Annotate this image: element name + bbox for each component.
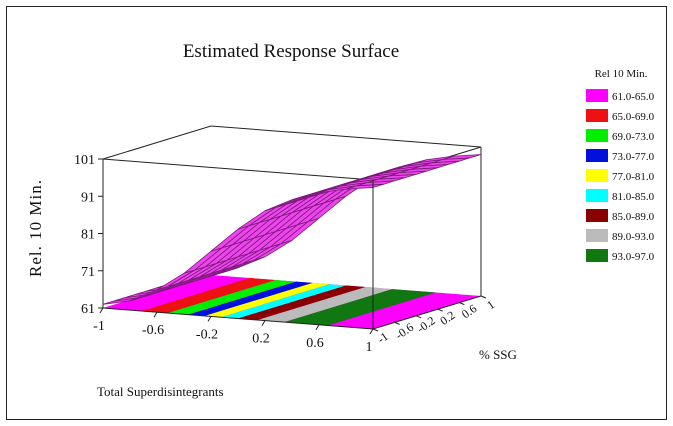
contour-band [167,280,297,315]
surface-cell [443,154,482,160]
legend: Rel 10 Min. 61.0-65.0 65.0-69.0 69.0-73.0 7… [586,68,655,263]
y-axis-label: % SSG [479,347,517,362]
x-tick-label: 1 [366,340,373,355]
chart-frame: Estimated Response Surface 61 71 81 91 101 -… [6,6,667,420]
response-surface-chart: Estimated Response Surface 61 71 81 91 101 -… [26,41,655,399]
legend-label: 61.0-65.0 [612,91,655,103]
y-tick-mark [416,315,422,319]
z-tick-label: 71 [81,265,95,280]
y-tick-label: -1 [375,329,391,346]
legend-label: 77.0-81.0 [612,171,655,183]
x-tick-mark [261,320,266,326]
chart-title: Estimated Response Surface [183,41,399,62]
z-tick-label: 91 [81,190,95,205]
legend-swatch [586,89,608,102]
contour-band [141,278,276,313]
x-tick-mark [369,328,374,335]
x-tick-label: -0.6 [142,323,164,338]
contour-band [188,281,313,316]
z-axis-label: Rel. 10 Min. [26,179,45,277]
y-tick-mark [459,302,465,306]
x-tick-label: 0.2 [252,332,270,347]
y-tick-mark [372,328,379,332]
box-edge [102,307,374,330]
legend-swatch [586,229,608,242]
legend-label: 85.0-89.0 [612,211,655,223]
y-tick-mark [437,308,443,312]
legend-swatch [586,189,608,202]
box-edge [102,125,212,160]
legend-swatch [586,209,608,222]
legend-swatch [586,129,608,142]
box-edge [210,125,482,148]
box-edge [372,295,482,330]
x-axis-ticks: -1 -0.6 -0.2 0.2 0.6 1 [93,307,374,355]
contour-band [221,284,346,319]
y-tick-mark [480,295,487,299]
z-axis-ticks: 61 71 81 91 101 [74,153,103,317]
y-tick-label: 0.6 [459,301,479,321]
contour-band [257,287,393,323]
x-tick-mark [207,316,212,322]
legend-label: 69.0-73.0 [612,131,655,143]
y-tick-label: 1 [484,297,497,312]
z-tick-label: 101 [74,153,95,168]
z-tick-label: 61 [81,302,95,317]
x-tick-mark [153,311,158,318]
x-tick-mark [315,324,320,331]
contour-band [238,285,366,320]
legend-swatch [586,149,608,162]
legend-title: Rel 10 Min. [595,68,648,80]
legend-swatch [586,169,608,182]
z-tick-label: 81 [81,228,95,243]
x-tick-label: -1 [93,319,105,334]
surface-mesh [102,154,482,305]
contour-band [204,282,330,318]
legend-label: 93.0-97.0 [612,251,655,263]
legend-label: 81.0-85.0 [612,191,655,203]
x-axis-label: Total Superdisintegrants [97,384,224,399]
x-tick-label: -0.2 [196,327,218,342]
y-tick-mark [394,321,400,325]
plot-box-front [102,180,482,330]
x-tick-label: 0.6 [306,336,324,351]
box-edge [102,158,374,181]
x-tick-mark [99,307,104,314]
legend-swatch [586,109,608,122]
legend-label: 89.0-93.0 [612,231,655,243]
legend-label: 65.0-69.0 [612,111,655,123]
legend-swatch [586,249,608,262]
contour-band [284,289,436,326]
legend-label: 73.0-77.0 [612,151,655,163]
y-tick-label: 0.2 [437,308,457,328]
contour-projection [103,275,481,329]
